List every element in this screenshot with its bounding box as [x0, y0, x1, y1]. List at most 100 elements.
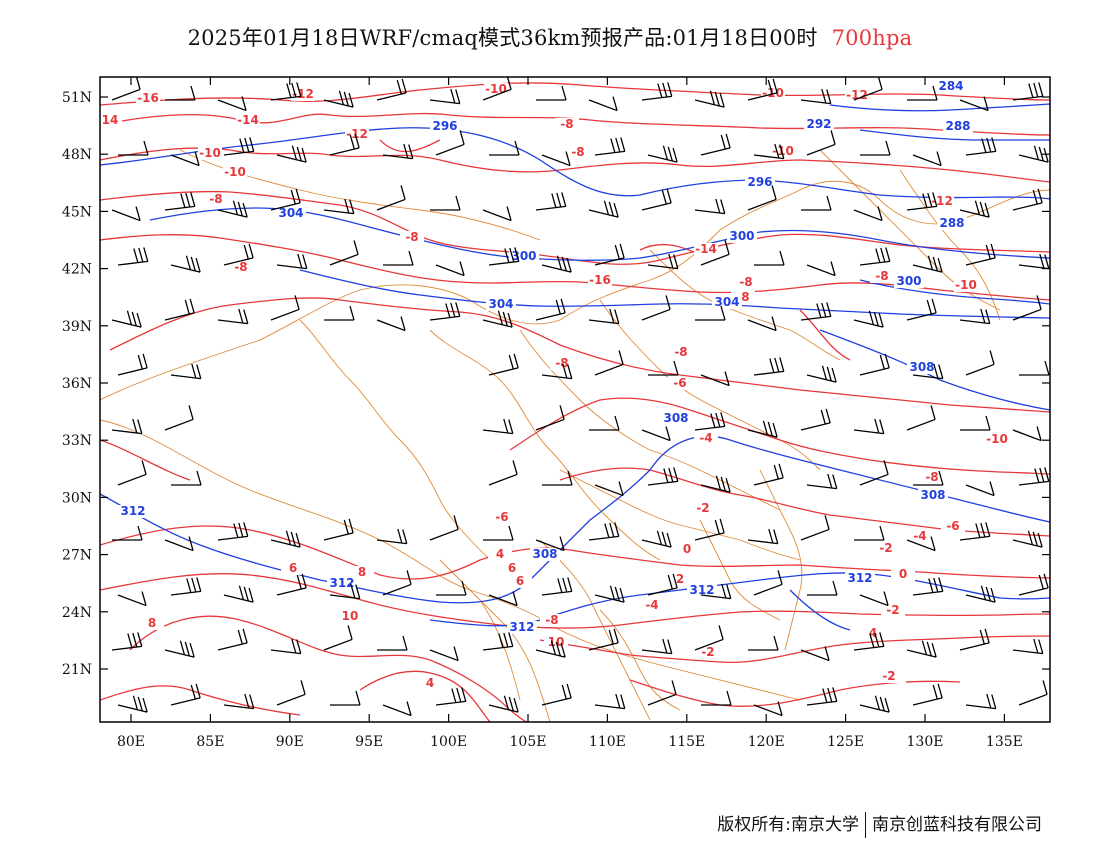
temp-label-bg: [198, 147, 222, 160]
wind-barb: [800, 408, 831, 431]
temp-contour-label: -2: [886, 603, 899, 617]
temp-label-bg: [490, 511, 514, 524]
wind-barb: [323, 90, 354, 108]
temp-label-bg: [281, 562, 305, 575]
temp-label-bg: [540, 614, 564, 627]
temp-label-bg: [640, 599, 664, 612]
wind-barb: [171, 470, 202, 486]
temp-label-bg: [98, 114, 122, 127]
wind-barb: [912, 151, 942, 167]
geo-contour-label: 308: [909, 360, 934, 374]
wind-barb: [435, 130, 465, 156]
wind-barb: [806, 365, 837, 383]
wind-barb: [641, 426, 671, 442]
temp-label-bg: [696, 646, 720, 659]
geo-label-bg: [661, 412, 691, 425]
geo-label-bg: [943, 120, 973, 133]
wind-barb: [912, 683, 943, 706]
temp-contour-label: -4: [645, 598, 658, 612]
wind-barb: [436, 580, 467, 596]
wind-barb: [111, 632, 143, 651]
wind-barb: [806, 261, 836, 277]
wind-barb: [376, 185, 406, 211]
wind-barb: [276, 145, 307, 163]
wind-barb: [800, 88, 832, 105]
wind-barb: [541, 151, 571, 167]
wind-barb: [753, 701, 783, 717]
wind-barb: [270, 188, 301, 211]
wind-barb: [913, 470, 944, 486]
geo-label-bg: [327, 577, 357, 590]
temp-contour-label: 4: [426, 676, 434, 690]
temp-label-bg: [418, 677, 442, 690]
wind-barb: [111, 310, 142, 328]
temp-label-bg: [985, 433, 1009, 446]
wind-barb: [853, 77, 883, 101]
wind-barb: [701, 690, 732, 706]
temp-label-bg: [291, 88, 315, 101]
lon-tick-label: 105E: [510, 734, 547, 750]
wind-barb: [960, 415, 991, 431]
lat-tick-label: 21N: [62, 662, 92, 678]
wind-barb: [488, 695, 519, 713]
wind-barb: [117, 695, 148, 713]
wind-barb: [907, 85, 938, 101]
geo-label-bg: [894, 275, 924, 288]
wind-barb: [853, 206, 883, 222]
wind-barb: [170, 577, 202, 596]
geo-contour-label: 312: [120, 504, 145, 518]
geo-contour-label: 308: [920, 488, 945, 502]
temp-contour-label: 0: [899, 567, 907, 581]
temp-label-bg: [874, 542, 898, 555]
wind-barb: [488, 591, 518, 607]
wind-barb: [800, 515, 830, 541]
geo-contour-label: 300: [729, 229, 754, 243]
wind-barb: [483, 525, 514, 541]
wind-barb: [276, 573, 307, 596]
lon-tick-label: 95E: [355, 734, 383, 750]
wind-barb: [959, 522, 991, 541]
lat-tick-label: 39N: [62, 319, 92, 335]
geo-label-bg: [937, 217, 967, 230]
geo-label-bg: [727, 230, 757, 243]
temp-label-bg: [861, 627, 885, 640]
wind-barb: [111, 77, 141, 101]
wind-barb: [1018, 680, 1048, 706]
temp-contour-label: 0: [683, 542, 691, 556]
wind-barb: [965, 585, 996, 603]
wind-barb: [1018, 145, 1049, 163]
wind-barb: [641, 638, 673, 655]
wind-barb: [588, 96, 618, 112]
wind-barb: [223, 585, 254, 603]
geo-contour-label: 304: [278, 206, 303, 220]
wind-barb: [853, 418, 885, 435]
wind-barb: [170, 151, 200, 167]
temp-contour-label: -10: [762, 86, 784, 100]
temp-contour-label: 4: [496, 547, 504, 561]
temp-label-bg: [920, 471, 944, 484]
wind-barb: [270, 638, 302, 655]
wind-barb: [700, 583, 732, 600]
wind-barb: [276, 680, 306, 706]
temp-contour-label: -2: [879, 541, 892, 555]
temp-contour-label: -4: [699, 431, 712, 445]
wind-barb: [165, 85, 196, 101]
wind-barb: [959, 308, 991, 325]
temp-contour-label: -6: [673, 376, 686, 390]
wind-barb: [488, 247, 520, 266]
footer-left: 版权所有:南京大学: [717, 815, 859, 835]
wind-barb: [853, 310, 884, 328]
temp-label-bg: [236, 114, 260, 127]
lat-tick-label: 45N: [62, 204, 92, 220]
geo-label-bg: [486, 298, 516, 311]
temp-label-bg: [136, 92, 160, 105]
temp-contour-label: -8: [555, 356, 568, 370]
wind-barb: [806, 687, 838, 706]
wind-barb: [800, 646, 830, 662]
wind-barb: [223, 137, 255, 156]
wind-barb: [117, 591, 147, 607]
temp-contour-label: -16: [137, 91, 159, 105]
wind-barb: [806, 473, 838, 490]
lon-tick-label: 125E: [827, 734, 864, 750]
wind-barb: [223, 243, 254, 266]
